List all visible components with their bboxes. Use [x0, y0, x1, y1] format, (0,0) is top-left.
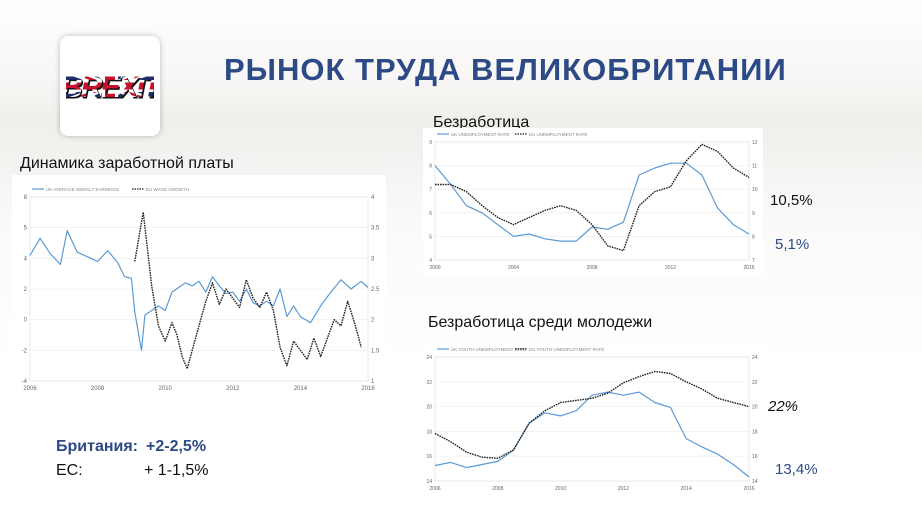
- x-tick-label: 2016: [743, 265, 754, 271]
- x-tick-label: 2014: [294, 386, 308, 392]
- wages-chart-label: Динамика заработной платы: [20, 155, 234, 172]
- uk-youth-value: 13,4%: [775, 461, 818, 478]
- uk-note-label: Британия:: [56, 438, 139, 455]
- legend-label: EU UNEMPLOYMENT RATE: [529, 132, 587, 137]
- y-right-tick-label: 4: [371, 195, 375, 201]
- y-left-tick-label: 24: [426, 355, 432, 361]
- uk-series-line: [434, 391, 750, 478]
- x-tick-label: 2008: [91, 386, 105, 392]
- uk-unemployment-value: 5,1%: [775, 236, 810, 253]
- x-tick-label: 2008: [586, 265, 597, 271]
- eu-youth-value: 22%: [768, 398, 799, 415]
- legend-label: EU YOUTH UNEMPLOYMENT RATE: [529, 347, 604, 352]
- x-tick-label: 2012: [618, 486, 629, 492]
- y-left-tick-label: 20: [426, 405, 432, 411]
- y-right-tick-label: 8: [752, 234, 755, 240]
- y-right-tick-label: 10: [752, 187, 758, 193]
- y-left-tick-label: 7: [429, 187, 432, 193]
- y-right-tick-label: 7: [752, 258, 755, 264]
- y-left-tick-label: 16: [426, 454, 432, 460]
- legend-label: EU WAGE GROWTH: [146, 187, 189, 192]
- eu-series-line: [134, 211, 362, 370]
- x-tick-label: 2004: [508, 265, 519, 271]
- x-tick-label: 2008: [492, 486, 503, 492]
- y-left-tick-label: -2: [22, 348, 28, 354]
- y-right-tick-label: 1.5: [371, 348, 380, 354]
- eu-series-line: [434, 370, 750, 460]
- eu-unemployment-value: 10,5%: [770, 192, 813, 209]
- eu-series-line: [435, 143, 750, 252]
- y-right-tick-label: 2: [371, 318, 375, 324]
- y-left-tick-label: -4: [22, 379, 28, 385]
- wages-chart-svg: 8 5 4 2 0 -2 -4 4 3.5 3 2.5 2 1.5 1 2006 2008 2010 2012 20…: [22, 187, 380, 392]
- y-left-tick-label: 8: [24, 195, 28, 201]
- x-tick-label: 2010: [159, 386, 173, 392]
- x-tick-label: 2000: [429, 265, 440, 271]
- legend-label: UK YOUTH UNEMPLOYMENT RATE: [451, 347, 526, 352]
- brexit-logo-image: BREXIT BREXIT: [66, 71, 154, 106]
- y-right-tick-label: 18: [752, 429, 758, 435]
- x-tick-label: 2016: [361, 386, 375, 392]
- y-left-tick-label: 14: [426, 479, 432, 485]
- unemployment-chart: 9 8 7 6 5 4 12 11 10 9 8 7 2000 2004 2008 2012 2016 UK UN…: [423, 128, 763, 276]
- youth-chart-label: Безработица среди молодежи: [428, 314, 653, 331]
- legend-label: UK UNEMPLOYMENT RATE: [451, 132, 509, 137]
- uk-series-line: [434, 162, 750, 242]
- y-left-tick-label: 4: [24, 256, 28, 262]
- unemployment-chart-svg: 9 8 7 6 5 4 12 11 10 9 8 7 2000 2004 2008 2012 2016 UK UN…: [429, 132, 758, 271]
- y-right-tick-label: 3: [371, 256, 375, 262]
- x-tick-label: 2012: [226, 386, 240, 392]
- eu-note-label: ЕС:: [56, 462, 83, 479]
- page-title: РЫНОК ТРУДА ВЕЛИКОБРИТАНИИ: [224, 52, 787, 87]
- plot-frame: [434, 141, 750, 261]
- x-tick-label: 2006: [429, 486, 440, 492]
- y-left-tick-label: 22: [426, 380, 432, 386]
- y-left-tick-label: 8: [429, 164, 432, 170]
- uk-series-line: [29, 230, 369, 351]
- eu-note-value: + 1-1,5%: [144, 462, 209, 479]
- brexit-logo: BREXIT BREXIT: [60, 36, 160, 136]
- wages-chart: 8 5 4 2 0 -2 -4 4 3.5 3 2.5 2 1.5 1 2006 2008 2010 2012 20…: [12, 175, 386, 401]
- x-tick-label: 2006: [23, 386, 37, 392]
- y-right-tick-label: 2.5: [371, 287, 380, 293]
- y-right-tick-label: 1: [371, 379, 375, 385]
- x-tick-label: 2016: [743, 486, 754, 492]
- youth-chart: 24 22 20 18 16 14 24 22 20 18 16 14 2006 2008 2010 2012…: [423, 343, 763, 495]
- plot-frame: [434, 356, 750, 482]
- y-right-tick-label: 20: [752, 405, 758, 411]
- y-left-tick-label: 6: [429, 211, 432, 217]
- y-left-tick-label: 18: [426, 429, 432, 435]
- unemployment-chart-label: Безработица: [433, 114, 530, 131]
- x-tick-label: 2010: [555, 486, 566, 492]
- y-left-tick-label: 5: [429, 234, 432, 240]
- y-right-tick-label: 22: [752, 380, 758, 386]
- legend-label: UK AVERAGE WEEKLY EARNINGS: [46, 187, 119, 192]
- y-right-tick-label: 12: [752, 140, 758, 146]
- y-left-tick-label: 0: [24, 318, 28, 324]
- y-left-tick-label: 2: [24, 287, 28, 293]
- y-right-tick-label: 9: [752, 211, 755, 217]
- y-left-tick-label: 5: [24, 226, 28, 232]
- y-right-tick-label: 3.5: [371, 226, 380, 232]
- uk-note-value: +2-2,5%: [146, 438, 207, 455]
- x-tick-label: 2012: [665, 265, 676, 271]
- y-right-tick-label: 16: [752, 454, 758, 460]
- y-left-tick-label: 4: [429, 258, 432, 264]
- y-left-tick-label: 9: [429, 140, 432, 146]
- y-right-tick-label: 14: [752, 479, 758, 485]
- y-right-tick-label: 11: [752, 164, 757, 170]
- x-tick-label: 2014: [681, 486, 692, 492]
- y-right-tick-label: 24: [752, 355, 758, 361]
